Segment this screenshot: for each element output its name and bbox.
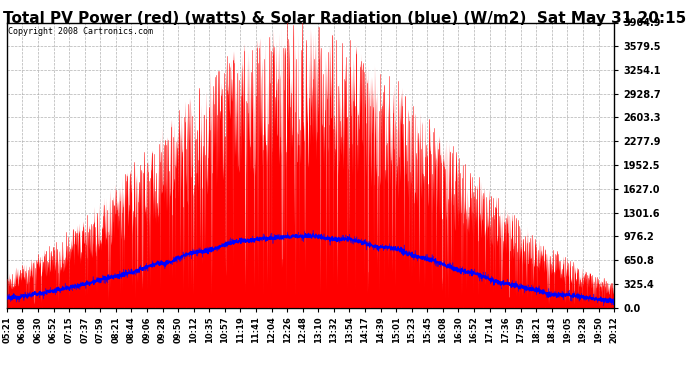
Text: Copyright 2008 Cartronics.com: Copyright 2008 Cartronics.com — [8, 27, 153, 36]
Text: Total PV Power (red) (watts) & Solar Radiation (blue) (W/m2)  Sat May 31 20:15: Total PV Power (red) (watts) & Solar Rad… — [3, 11, 687, 26]
